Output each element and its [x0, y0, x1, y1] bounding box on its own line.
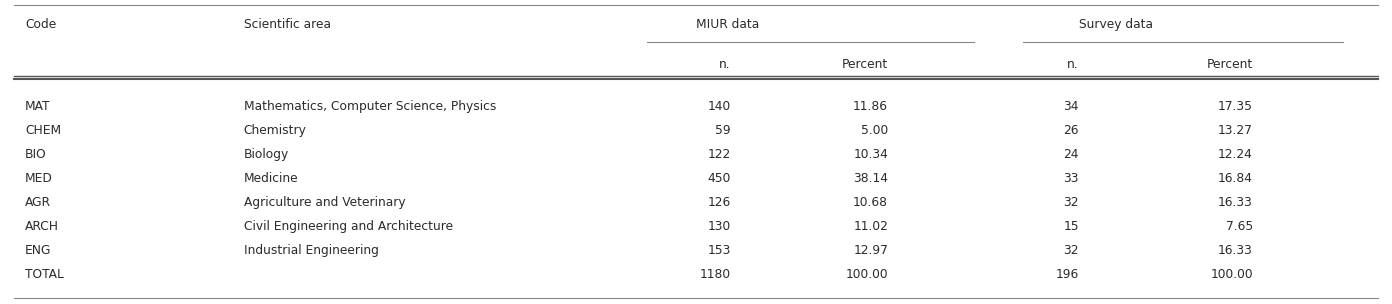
Text: CHEM: CHEM	[25, 124, 61, 137]
Text: Industrial Engineering: Industrial Engineering	[244, 244, 379, 257]
Text: TOTAL: TOTAL	[25, 268, 64, 281]
Text: Chemistry: Chemistry	[244, 124, 306, 137]
Text: 16.33: 16.33	[1218, 196, 1253, 209]
Text: 100.00: 100.00	[1210, 268, 1253, 281]
Text: n.: n.	[1068, 58, 1079, 71]
Text: 450: 450	[707, 172, 731, 185]
Text: 16.84: 16.84	[1218, 172, 1253, 185]
Text: 59: 59	[715, 124, 731, 137]
Text: 130: 130	[707, 220, 731, 233]
Text: 13.27: 13.27	[1218, 124, 1253, 137]
Text: 153: 153	[707, 244, 731, 257]
Text: 16.33: 16.33	[1218, 244, 1253, 257]
Text: 11.02: 11.02	[853, 220, 888, 233]
Text: 196: 196	[1055, 268, 1079, 281]
Text: 126: 126	[707, 196, 731, 209]
Text: 33: 33	[1063, 172, 1079, 185]
Text: 34: 34	[1063, 100, 1079, 113]
Text: Survey data: Survey data	[1079, 18, 1153, 31]
Text: 5.00: 5.00	[860, 124, 888, 137]
Text: 10.68: 10.68	[853, 196, 888, 209]
Text: AGR: AGR	[25, 196, 52, 209]
Text: 24: 24	[1063, 148, 1079, 161]
Text: Civil Engineering and Architecture: Civil Engineering and Architecture	[244, 220, 452, 233]
Text: MAT: MAT	[25, 100, 50, 113]
Text: 12.24: 12.24	[1218, 148, 1253, 161]
Text: Scientific area: Scientific area	[244, 18, 331, 31]
Text: 7.65: 7.65	[1225, 220, 1253, 233]
Text: 26: 26	[1063, 124, 1079, 137]
Text: ARCH: ARCH	[25, 220, 58, 233]
Text: 140: 140	[707, 100, 731, 113]
Text: 15: 15	[1063, 220, 1079, 233]
Text: 38.14: 38.14	[853, 172, 888, 185]
Text: MED: MED	[25, 172, 53, 185]
Text: Mathematics, Computer Science, Physics: Mathematics, Computer Science, Physics	[244, 100, 496, 113]
Text: MIUR data: MIUR data	[696, 18, 759, 31]
Text: Percent: Percent	[1207, 58, 1253, 71]
Text: Medicine: Medicine	[244, 172, 298, 185]
Text: Biology: Biology	[244, 148, 290, 161]
Text: 17.35: 17.35	[1218, 100, 1253, 113]
Text: Agriculture and Veterinary: Agriculture and Veterinary	[244, 196, 405, 209]
Text: Percent: Percent	[842, 58, 888, 71]
Text: 12.97: 12.97	[853, 244, 888, 257]
Text: 11.86: 11.86	[853, 100, 888, 113]
Text: Code: Code	[25, 18, 56, 31]
Text: 32: 32	[1063, 196, 1079, 209]
Text: ENG: ENG	[25, 244, 52, 257]
Text: 1180: 1180	[700, 268, 731, 281]
Text: BIO: BIO	[25, 148, 47, 161]
Text: 100.00: 100.00	[845, 268, 888, 281]
Text: n.: n.	[720, 58, 731, 71]
Text: 10.34: 10.34	[853, 148, 888, 161]
Text: 32: 32	[1063, 244, 1079, 257]
Text: 122: 122	[707, 148, 731, 161]
